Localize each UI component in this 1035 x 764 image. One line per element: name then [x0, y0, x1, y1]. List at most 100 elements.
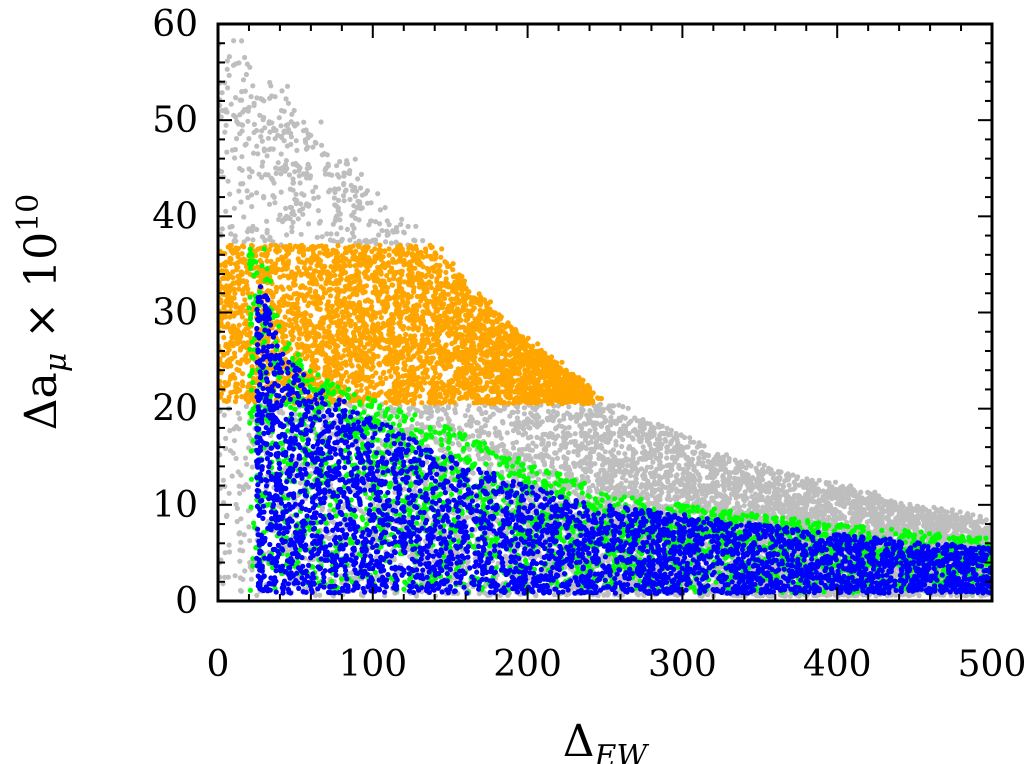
point-all — [226, 549, 233, 555]
point-all — [583, 446, 590, 452]
point-all — [572, 431, 578, 437]
point-all — [527, 457, 533, 463]
point-all — [554, 455, 561, 461]
point-all — [770, 475, 776, 481]
point-all — [338, 225, 344, 231]
point-all — [731, 475, 738, 481]
point-all — [283, 205, 289, 211]
point-all — [616, 450, 622, 456]
point-all — [468, 414, 474, 420]
point-all — [791, 479, 797, 485]
point-all — [438, 416, 444, 422]
point-all — [297, 480, 303, 486]
point-all — [239, 38, 245, 44]
point-all — [226, 72, 232, 78]
point-all — [262, 238, 268, 244]
point-all — [237, 131, 243, 137]
point-all — [291, 107, 297, 114]
point-all — [224, 512, 230, 518]
point-all — [625, 462, 631, 469]
point-all — [249, 464, 255, 470]
point-all — [608, 415, 614, 421]
point-all — [254, 190, 260, 196]
point-all — [634, 460, 640, 466]
point-all — [349, 230, 355, 236]
point-all — [983, 517, 989, 523]
point-all — [294, 147, 300, 153]
point-all — [375, 191, 381, 197]
point-all — [469, 418, 475, 424]
point-all — [664, 455, 670, 461]
point-all — [276, 115, 282, 121]
point-all — [388, 240, 394, 246]
point-all — [761, 462, 767, 468]
point-all — [240, 77, 247, 83]
point-all — [275, 132, 281, 138]
point-all — [848, 505, 854, 512]
point-all — [931, 504, 937, 510]
point-all — [464, 422, 470, 428]
point-all — [231, 205, 237, 211]
point-all — [616, 402, 622, 408]
point-all — [265, 135, 271, 141]
point-all — [290, 176, 296, 182]
point-all — [233, 95, 239, 101]
point-all — [223, 107, 229, 113]
point-all — [587, 428, 593, 434]
point-all — [233, 455, 239, 462]
point-all — [278, 151, 284, 157]
point-all — [341, 198, 347, 204]
point-all — [318, 119, 324, 125]
point-all — [237, 416, 243, 422]
point-all — [341, 180, 347, 187]
point-all — [466, 403, 472, 409]
point-all — [662, 436, 668, 442]
point-all — [609, 478, 615, 484]
point-all — [333, 215, 339, 221]
point-all — [227, 428, 233, 434]
point-all — [510, 440, 516, 446]
point-all — [545, 417, 551, 423]
point-all — [297, 180, 303, 186]
point-all — [275, 160, 281, 166]
point-all — [561, 416, 567, 422]
point-all — [226, 542, 232, 548]
point-all — [246, 104, 252, 110]
point-all — [622, 451, 628, 457]
point-all — [399, 216, 405, 222]
point-all — [347, 196, 353, 203]
point-all — [273, 170, 279, 176]
point-all — [298, 231, 304, 237]
point-all — [289, 224, 295, 230]
point-all — [786, 482, 792, 488]
point-all — [382, 205, 388, 211]
point-all — [294, 121, 300, 127]
point-all — [223, 435, 229, 441]
point-all — [234, 518, 240, 525]
point-all — [301, 192, 307, 198]
point-all — [492, 425, 498, 431]
point-all — [285, 100, 292, 106]
point-all — [687, 435, 693, 441]
point-all — [462, 413, 468, 419]
point-all — [245, 118, 251, 124]
point-all — [562, 425, 568, 431]
point-all — [534, 434, 540, 440]
point-all — [475, 420, 481, 426]
point-all — [551, 441, 558, 447]
point-all — [315, 194, 321, 200]
point-all — [240, 109, 246, 115]
point-all — [495, 560, 501, 567]
point-all — [242, 54, 248, 61]
point-all — [514, 415, 521, 421]
point-all — [227, 191, 233, 197]
point-all — [481, 455, 488, 461]
point-all — [315, 208, 321, 214]
point-all — [741, 503, 747, 509]
point-all — [575, 452, 581, 458]
point-all — [344, 226, 350, 232]
point-all — [254, 592, 260, 599]
point-all — [365, 200, 371, 206]
point-all — [246, 432, 252, 438]
point-all — [474, 428, 480, 434]
